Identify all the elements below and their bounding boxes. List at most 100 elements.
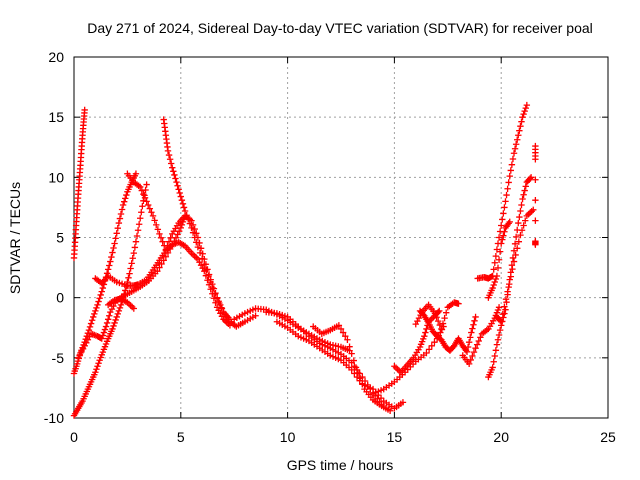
data-point <box>188 224 195 232</box>
data-point <box>506 172 513 180</box>
data-point <box>132 238 140 245</box>
data-point <box>85 326 93 334</box>
data-point <box>113 230 120 237</box>
data-point <box>509 155 517 163</box>
data-point <box>516 213 523 221</box>
data-point <box>137 215 144 222</box>
data-point <box>181 207 189 215</box>
data-point <box>177 224 184 232</box>
data-point <box>526 175 534 182</box>
data-point <box>509 254 517 262</box>
data-point <box>467 334 474 341</box>
data-point <box>499 216 506 223</box>
x-tick-label: 5 <box>177 429 185 445</box>
data-point <box>94 301 101 309</box>
data-point <box>494 264 502 272</box>
data-point <box>514 245 521 252</box>
data-point <box>504 291 511 298</box>
data-point <box>508 161 516 168</box>
data-point <box>112 235 119 242</box>
data-point <box>180 204 188 211</box>
data-point <box>101 326 109 333</box>
data-point <box>132 170 140 177</box>
data-point <box>527 174 535 181</box>
x-tick-label: 15 <box>387 429 403 445</box>
data-point <box>178 196 186 204</box>
data-point <box>133 232 141 240</box>
data-point <box>109 325 116 333</box>
data-point <box>519 113 526 121</box>
data-point <box>171 171 178 179</box>
data-point <box>495 331 503 339</box>
data-point <box>119 201 127 209</box>
data-point <box>183 212 190 219</box>
data-point <box>335 322 343 329</box>
data-point <box>175 186 182 193</box>
y-tick-label: 15 <box>48 109 64 125</box>
data-point <box>177 193 184 200</box>
series-arc-f <box>104 295 138 312</box>
data-point <box>135 221 143 228</box>
data-point <box>492 347 500 354</box>
data-point <box>170 168 177 175</box>
data-point <box>514 136 521 143</box>
data-point <box>431 310 439 317</box>
data-point <box>92 307 99 315</box>
data-point <box>510 150 518 157</box>
data-point <box>106 262 113 269</box>
data-point <box>521 107 528 115</box>
data-point <box>122 195 129 202</box>
data-point <box>500 210 507 217</box>
data-point <box>532 241 539 248</box>
data-point <box>501 228 508 235</box>
data-point <box>139 203 146 210</box>
data-point <box>106 312 113 319</box>
data-point <box>148 209 155 216</box>
data-point <box>523 101 531 109</box>
y-tick-label: -10 <box>44 410 64 426</box>
data-point <box>464 343 472 351</box>
data-point <box>158 260 165 268</box>
x-tick-label: 0 <box>70 429 78 445</box>
data-point <box>467 356 474 364</box>
data-point <box>167 160 175 167</box>
data-point <box>172 234 180 242</box>
data-point <box>491 278 498 286</box>
data-point <box>194 243 202 251</box>
data-point <box>498 222 505 229</box>
data-point <box>532 176 539 183</box>
data-point <box>518 201 525 209</box>
data-point <box>130 305 138 312</box>
data-point <box>504 185 511 192</box>
data-point <box>125 274 132 282</box>
data-point <box>493 272 501 280</box>
data-point <box>495 256 503 263</box>
data-point <box>495 234 503 241</box>
data-point <box>138 187 146 194</box>
series-arc-l <box>273 318 407 412</box>
data-point <box>471 317 478 325</box>
data-point <box>491 259 498 266</box>
data-point <box>191 234 198 241</box>
data-point <box>386 407 394 414</box>
data-point <box>505 283 512 291</box>
data-point <box>196 249 204 257</box>
data-point <box>173 178 180 186</box>
data-point <box>114 310 121 318</box>
data-point <box>507 269 515 276</box>
data-point <box>515 132 522 139</box>
data-point <box>130 249 138 257</box>
data-point <box>165 238 173 245</box>
data-point <box>103 319 111 327</box>
data-point <box>117 210 125 218</box>
data-point <box>108 253 115 261</box>
data-point <box>189 229 197 236</box>
data-point <box>344 336 351 343</box>
data-point <box>501 204 508 211</box>
data-point <box>92 369 99 376</box>
data-point <box>500 232 507 239</box>
data-point <box>436 307 443 315</box>
data-point <box>470 348 478 356</box>
data-point <box>517 122 524 130</box>
